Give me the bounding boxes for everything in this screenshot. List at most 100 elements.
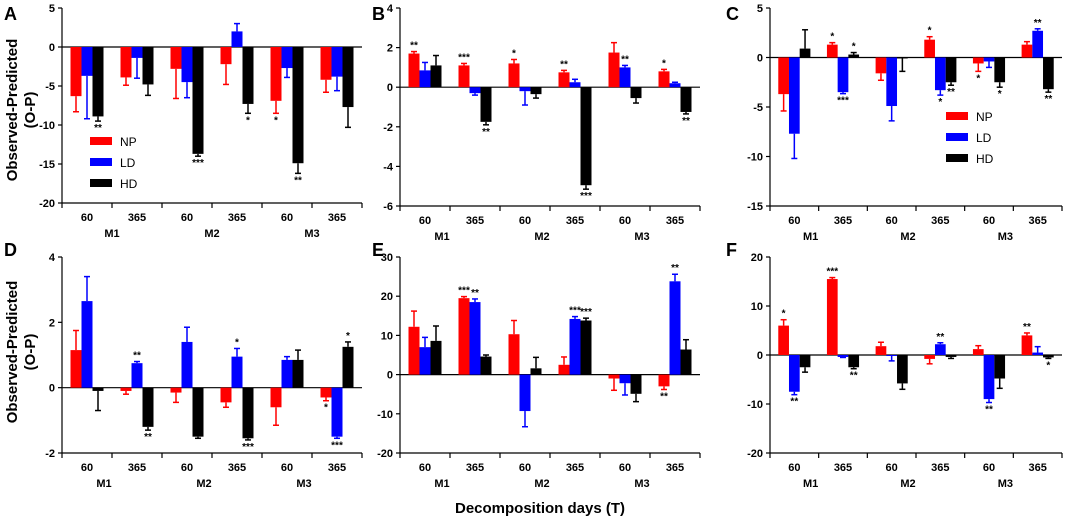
x-category-label: 60 [519,462,531,474]
bar-ld [419,347,431,375]
bar-np [826,44,838,58]
bar-hd [430,65,442,88]
x-category-label: 365 [228,212,246,224]
bar-hd [994,57,1006,83]
x-group-label: M3 [634,478,649,490]
significance-label: ** [850,371,858,382]
x-category-label: 365 [128,212,146,224]
significance-label: ** [660,391,668,402]
significance-label: * [928,26,932,37]
bar-np [320,387,332,398]
x-category-label: 365 [328,462,346,474]
bar-np [320,47,332,80]
significance-label: ** [471,288,479,299]
x-group-label: M3 [296,478,311,490]
significance-label: *** [458,52,470,63]
x-group-label: M3 [634,231,649,243]
x-axis-title: Decomposition days (T) [455,500,625,517]
significance-label: ** [133,351,141,362]
bar-np [408,326,420,375]
bar-hd [580,320,592,375]
bar-ld [569,82,581,88]
significance-label: *** [192,158,204,169]
significance-label: * [998,89,1002,100]
bar-np [924,355,935,359]
bar-hd [242,387,254,439]
bar-ld [934,344,946,355]
y-tick-label: 30 [381,252,393,264]
bar-np [70,350,82,388]
bar-ld [419,70,431,88]
significance-label: ** [410,41,418,52]
x-category-label: 365 [666,215,684,227]
x-category-label: 365 [566,462,584,474]
bar-np [1021,335,1033,355]
significance-label: * [662,58,666,69]
bar-np [70,47,82,97]
bar-np [558,364,570,375]
bar-np [658,71,670,88]
significance-label: ** [682,116,690,127]
legend-label: HD [976,152,994,166]
panel-letter: E [372,240,384,260]
x-category-label: 60 [619,215,631,227]
bar-np [120,47,132,78]
panel-letter: A [4,4,17,24]
y-tick-label: -15 [747,201,763,213]
bar-np [608,52,620,88]
x-category-label: 60 [181,462,193,474]
bar-ld [1032,30,1044,58]
bar-hd [1043,57,1054,90]
bar-hd [897,355,908,384]
significance-label: ** [985,405,993,416]
x-category-label: 365 [834,215,852,227]
bar-ld [519,374,531,412]
y-tick-label: 5 [49,3,55,15]
bar-hd [92,47,104,117]
x-category-label: 365 [466,215,484,227]
bar-hd [92,387,104,391]
y-tick-label: 20 [381,291,393,303]
x-category-label: 60 [181,212,193,224]
significance-label: ** [1044,94,1052,105]
bar-np [826,279,838,355]
bar-ld [231,31,243,47]
y-tick-label: -4 [383,161,394,173]
significance-label: *** [569,306,581,317]
bar-hd [192,387,204,437]
bar-hd [142,387,154,427]
bar-hd [342,346,354,388]
x-category-label: 365 [931,215,949,227]
bar-np [408,53,420,88]
bar-hd [945,57,957,83]
bar-hd [342,47,354,108]
significance-label: ** [947,87,955,98]
bar-ld [81,301,93,388]
x-category-label: 365 [566,215,584,227]
bar-np [778,57,789,95]
significance-label: * [274,115,278,126]
legend-label: HD [120,177,138,191]
bar-ld [619,67,631,88]
bar-hd [630,374,642,394]
bar-np [220,47,232,65]
panel-letter: B [372,4,385,24]
x-category-label: 60 [983,462,995,474]
significance-label: *** [826,267,838,278]
y-tick-label: 0 [757,350,763,362]
significance-label: * [1046,360,1050,371]
bar-ld [181,47,193,83]
significance-label: * [324,403,328,414]
x-group-label: M2 [900,478,915,490]
y-tick-label: -10 [747,399,763,411]
significance-label: * [852,42,856,53]
bar-ld [983,57,995,62]
bar-ld [788,57,800,134]
y-tick-label: 2 [387,43,393,55]
x-group-label: M1 [434,231,449,243]
significance-label: ** [671,263,679,274]
bar-hd [480,356,492,375]
